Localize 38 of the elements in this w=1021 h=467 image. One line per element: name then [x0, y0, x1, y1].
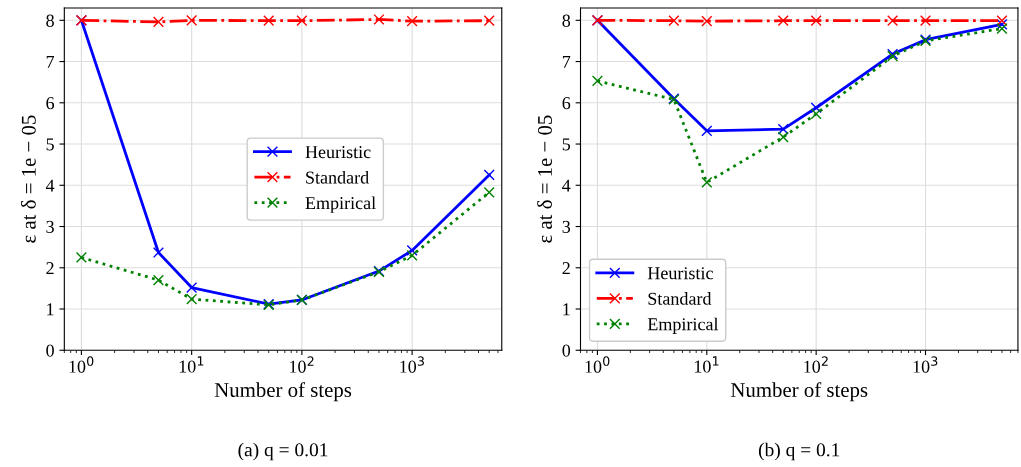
- legend-label: Empirical: [647, 317, 719, 334]
- y-tick-label: 7: [562, 55, 571, 68]
- x-tick-label: 10$^{1}$: [179, 356, 204, 373]
- y-tick-label: 0: [562, 344, 571, 357]
- y-tick-label: 6: [562, 97, 571, 110]
- y-tick-label: 7: [46, 55, 55, 68]
- y-axis-title: ε at δ = 1e − 05: [537, 115, 552, 243]
- y-tick-label: 2: [562, 262, 570, 275]
- legend-label: Heuristic: [647, 267, 713, 280]
- x-tick-label: 10$^{2}$: [290, 356, 314, 373]
- y-tick-label: 8: [46, 14, 54, 27]
- x-tick-label: 10$^{0}$: [69, 356, 94, 373]
- y-tick-label: 2: [46, 262, 54, 275]
- y-axis-title: ε at δ = 1e − 05: [21, 115, 36, 243]
- y-tick-label: 1: [47, 303, 54, 316]
- y-tick-label: 5: [46, 138, 54, 151]
- legend-label: Empirical: [305, 196, 376, 213]
- y-tick-label: 4: [562, 179, 571, 192]
- x-tick-label: 10$^{1}$: [694, 356, 719, 373]
- y-tick-label: 4: [45, 179, 55, 192]
- legend-label: Heuristic: [305, 146, 371, 159]
- legend-label: Standard: [648, 292, 712, 305]
- y-tick-label: 8: [562, 14, 571, 27]
- y-tick-label: 3: [562, 220, 571, 233]
- x-tick-label: 10$^{0}$: [585, 356, 610, 373]
- y-tick-label: 3: [46, 220, 54, 233]
- y-tick-label: 6: [46, 97, 55, 110]
- x-axis-title: Number of steps: [730, 382, 868, 402]
- x-axis-title: Number of steps: [214, 382, 352, 402]
- text: (b) q = 0.1: [758, 442, 840, 461]
- y-tick-label: 0: [46, 344, 54, 357]
- legend-label: Standard: [306, 170, 369, 184]
- text: (a) q = 0.01: [238, 442, 328, 461]
- x-tick-label: 10$^{3}$: [400, 356, 424, 373]
- y-tick-label: 5: [562, 138, 571, 151]
- x-tick-label: 10$^{3}$: [913, 356, 938, 373]
- y-tick-label: 1: [563, 303, 570, 316]
- x-tick-label: 10$^{2}$: [804, 356, 828, 373]
